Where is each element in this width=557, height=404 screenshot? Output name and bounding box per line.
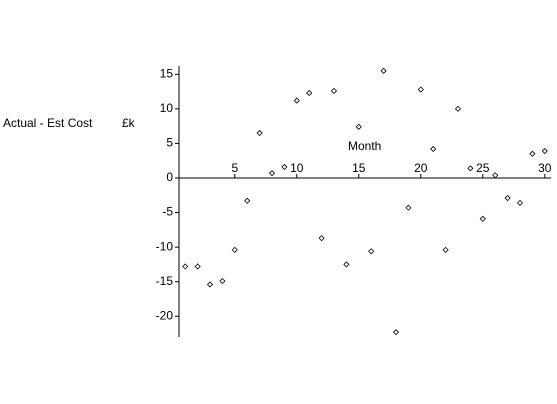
point	[293, 97, 300, 104]
y-tick-label: -15	[156, 274, 174, 288]
point	[405, 204, 412, 211]
point	[219, 277, 226, 285]
point	[318, 235, 325, 242]
point	[380, 67, 387, 74]
point	[330, 87, 338, 94]
point	[479, 215, 486, 222]
point	[430, 145, 437, 153]
point	[268, 170, 276, 177]
point	[529, 150, 536, 157]
point	[454, 105, 462, 112]
point	[306, 89, 313, 97]
y-tick-label: 15	[160, 66, 174, 80]
x-tick-label: 15	[352, 161, 366, 175]
x-tick-label: 25	[476, 161, 490, 175]
y-tick-label: 10	[160, 101, 174, 115]
point	[417, 86, 424, 93]
y-tick-label: -20	[156, 308, 174, 322]
point	[516, 199, 524, 206]
point	[182, 263, 189, 270]
y-tick-label: -10	[156, 239, 174, 253]
point	[442, 246, 449, 253]
y-axis-unit: £k	[122, 116, 136, 130]
point	[467, 165, 474, 172]
point	[244, 197, 251, 204]
point	[256, 129, 263, 137]
point	[281, 163, 288, 170]
x-tick-label: 5	[231, 161, 238, 175]
y-tick-label: -5	[162, 205, 173, 219]
point	[504, 194, 511, 202]
point	[231, 246, 238, 253]
point	[343, 261, 350, 268]
y-tick-label: 0	[166, 170, 173, 184]
y-tick-label: 5	[166, 136, 173, 150]
point	[492, 172, 499, 179]
point	[206, 281, 214, 288]
x-tick-label: 10	[290, 161, 304, 175]
x-tick-label: 30	[538, 161, 552, 175]
x-tick-label: 20	[414, 161, 428, 175]
point	[194, 263, 201, 270]
x-axis-label: Month	[348, 139, 381, 153]
point	[541, 147, 548, 155]
point	[355, 123, 362, 130]
y-axis-label: Actual - Est Cost	[3, 116, 93, 130]
point	[392, 329, 400, 336]
point	[368, 248, 375, 255]
